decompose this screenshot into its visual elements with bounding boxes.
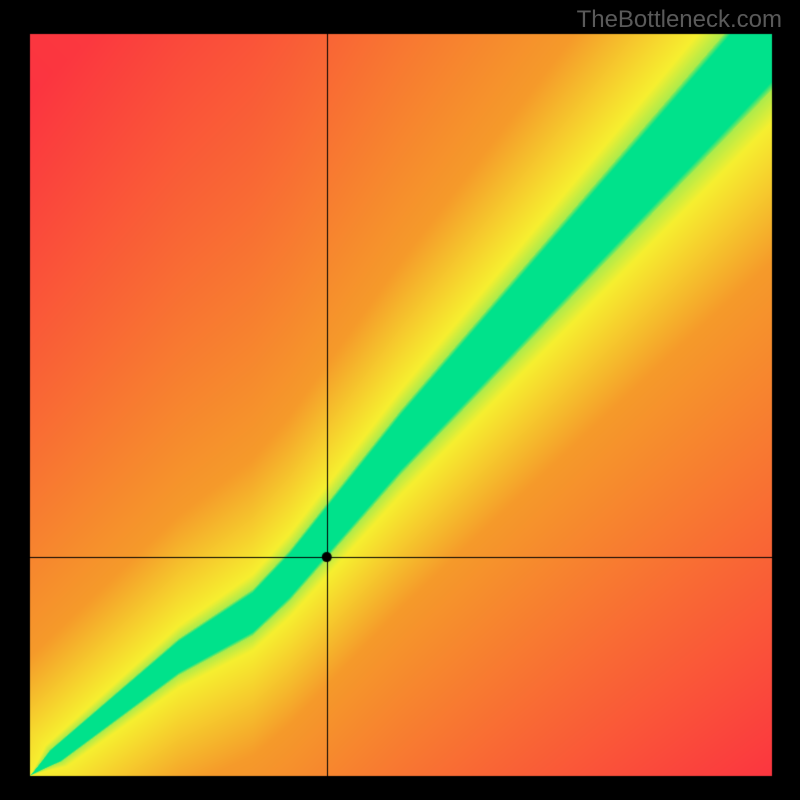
chart-container: TheBottleneck.com xyxy=(0,0,800,800)
heatmap-canvas xyxy=(0,0,800,800)
watermark-text: TheBottleneck.com xyxy=(577,6,782,34)
